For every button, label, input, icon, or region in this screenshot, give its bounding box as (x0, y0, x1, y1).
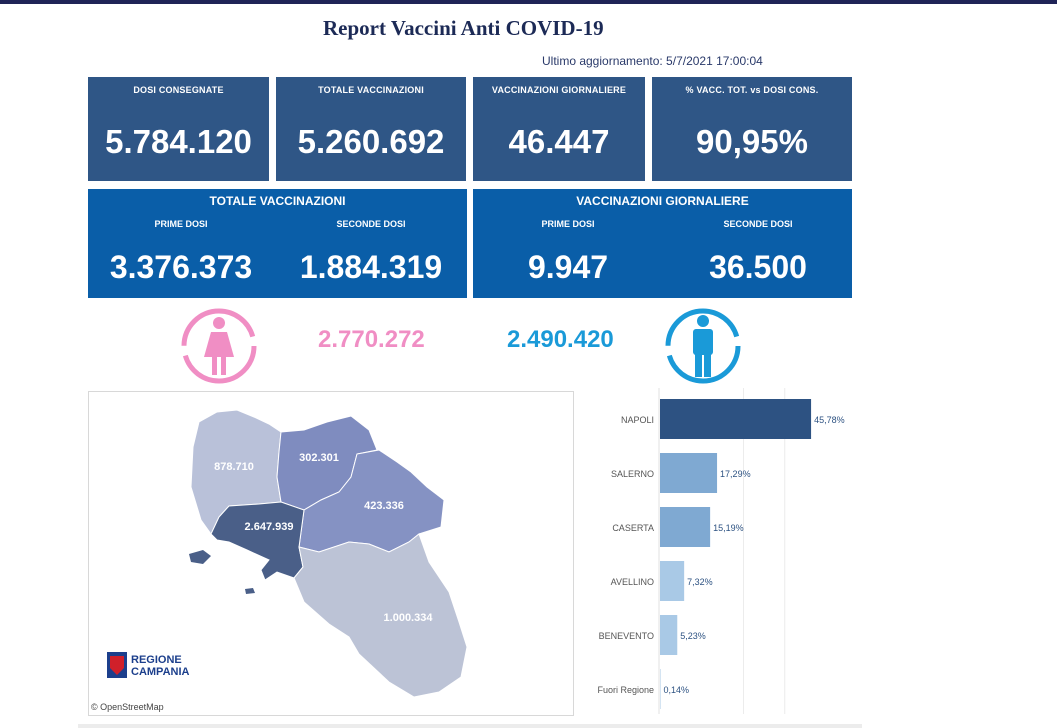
logo-line1: REGIONE (131, 654, 182, 666)
kpi-value: 46.447 (508, 123, 610, 160)
campania-map[interactable]: 878.710 302.301 423.336 2.647.939 1.000.… (88, 391, 574, 716)
bottom-scrollbar[interactable] (78, 724, 862, 728)
kpi-value: 90,95% (696, 123, 808, 160)
kpi-label: % VACC. TOT. vs DOSI CONS. (685, 85, 819, 95)
bar-caserta[interactable] (660, 507, 711, 547)
bar-fuori-regione[interactable] (660, 669, 661, 709)
kpi-card-dosi-consegnate: DOSI CONSEGNATE 5.784.120 (88, 77, 269, 181)
logo-line2: CAMPANIA (131, 666, 190, 678)
prime-dosi-value: 9.947 (527, 249, 609, 285)
map-label-napoli: 2.647.939 (245, 521, 294, 533)
value-label: 17,29% (720, 469, 751, 479)
value-label: 5,23% (680, 631, 706, 641)
kpi-label: DOSI CONSEGNATE (133, 85, 224, 95)
panel-title: VACCINAZIONI GIORNALIERE (576, 194, 749, 208)
bar-benevento[interactable] (660, 615, 678, 655)
kpi-card-percentuale: % VACC. TOT. vs DOSI CONS. 90,95% (652, 77, 852, 181)
seconde-dosi-value: 36.500 (709, 249, 807, 285)
kpi-label: TOTALE VACCINAZIONI (318, 85, 424, 95)
category-label: SALERNO (611, 469, 654, 479)
seconde-dosi-label: SECONDE DOSI (336, 219, 406, 229)
female-icon (181, 308, 257, 384)
kpi-label: VACCINAZIONI GIORNALIERE (491, 85, 627, 95)
category-label: CASERTA (612, 523, 654, 533)
map-island-capri (245, 588, 255, 594)
value-label: 45,78% (814, 415, 845, 425)
kpi-card-totale-vaccinazioni: TOTALE VACCINAZIONI 5.260.692 (276, 77, 466, 181)
bar-salerno[interactable] (660, 453, 718, 493)
province-bar-chart: NAPOLI 45,78% SALERNO 17,29% CASERTA 15,19% AV… (597, 388, 845, 714)
category-label: AVELLINO (611, 577, 654, 587)
map-region-salerno[interactable] (293, 533, 468, 698)
bar-avellino[interactable] (660, 561, 685, 601)
category-label: NAPOLI (621, 415, 654, 425)
kpi-card-vaccinazioni-giornaliere: VACCINAZIONI GIORNALIERE 46.447 (473, 77, 645, 181)
regione-campania-logo: REGIONE CAMPANIA (107, 652, 190, 678)
category-label: Fuori Regione (597, 685, 654, 695)
map-copyright: © OpenStreetMap (91, 702, 164, 712)
panel-vaccinazioni-giornaliere: VACCINAZIONI GIORNALIERE PRIME DOSI SECO… (473, 189, 852, 298)
male-icon (665, 308, 741, 384)
map-label-caserta: 878.710 (214, 461, 254, 473)
category-label: BENEVENTO (599, 631, 654, 641)
female-value: 2.770.272 (318, 326, 425, 353)
last-updated: Ultimo aggiornamento: 5/7/2021 17:00:04 (542, 54, 763, 68)
kpi-value: 5.260.692 (297, 123, 445, 160)
panel-title: TOTALE VACCINAZIONI (209, 194, 346, 208)
map-island-ischia (189, 550, 211, 564)
prime-dosi-label: PRIME DOSI (154, 219, 208, 229)
value-label: 0,14% (664, 685, 690, 695)
page-title: Report Vaccini Anti COVID-19 (323, 16, 604, 40)
top-accent-bar (0, 0, 1057, 4)
map-label-salerno: 1.000.334 (384, 612, 434, 624)
value-label: 7,32% (687, 577, 713, 587)
bar-napoli[interactable] (660, 399, 812, 439)
map-label-benevento: 302.301 (299, 452, 339, 464)
kpi-value: 5.784.120 (105, 123, 252, 160)
map-region-napoli[interactable] (210, 501, 305, 581)
panel-totale-vaccinazioni: TOTALE VACCINAZIONI PRIME DOSI SECONDE D… (88, 189, 467, 298)
seconde-dosi-value: 1.884.319 (299, 249, 443, 285)
map-label-avellino: 423.336 (364, 500, 404, 512)
male-value: 2.490.420 (507, 326, 614, 353)
seconde-dosi-label: SECONDE DOSI (723, 219, 793, 229)
prime-dosi-label: PRIME DOSI (541, 219, 595, 229)
prime-dosi-value: 3.376.373 (109, 249, 253, 285)
value-label: 15,19% (713, 523, 744, 533)
